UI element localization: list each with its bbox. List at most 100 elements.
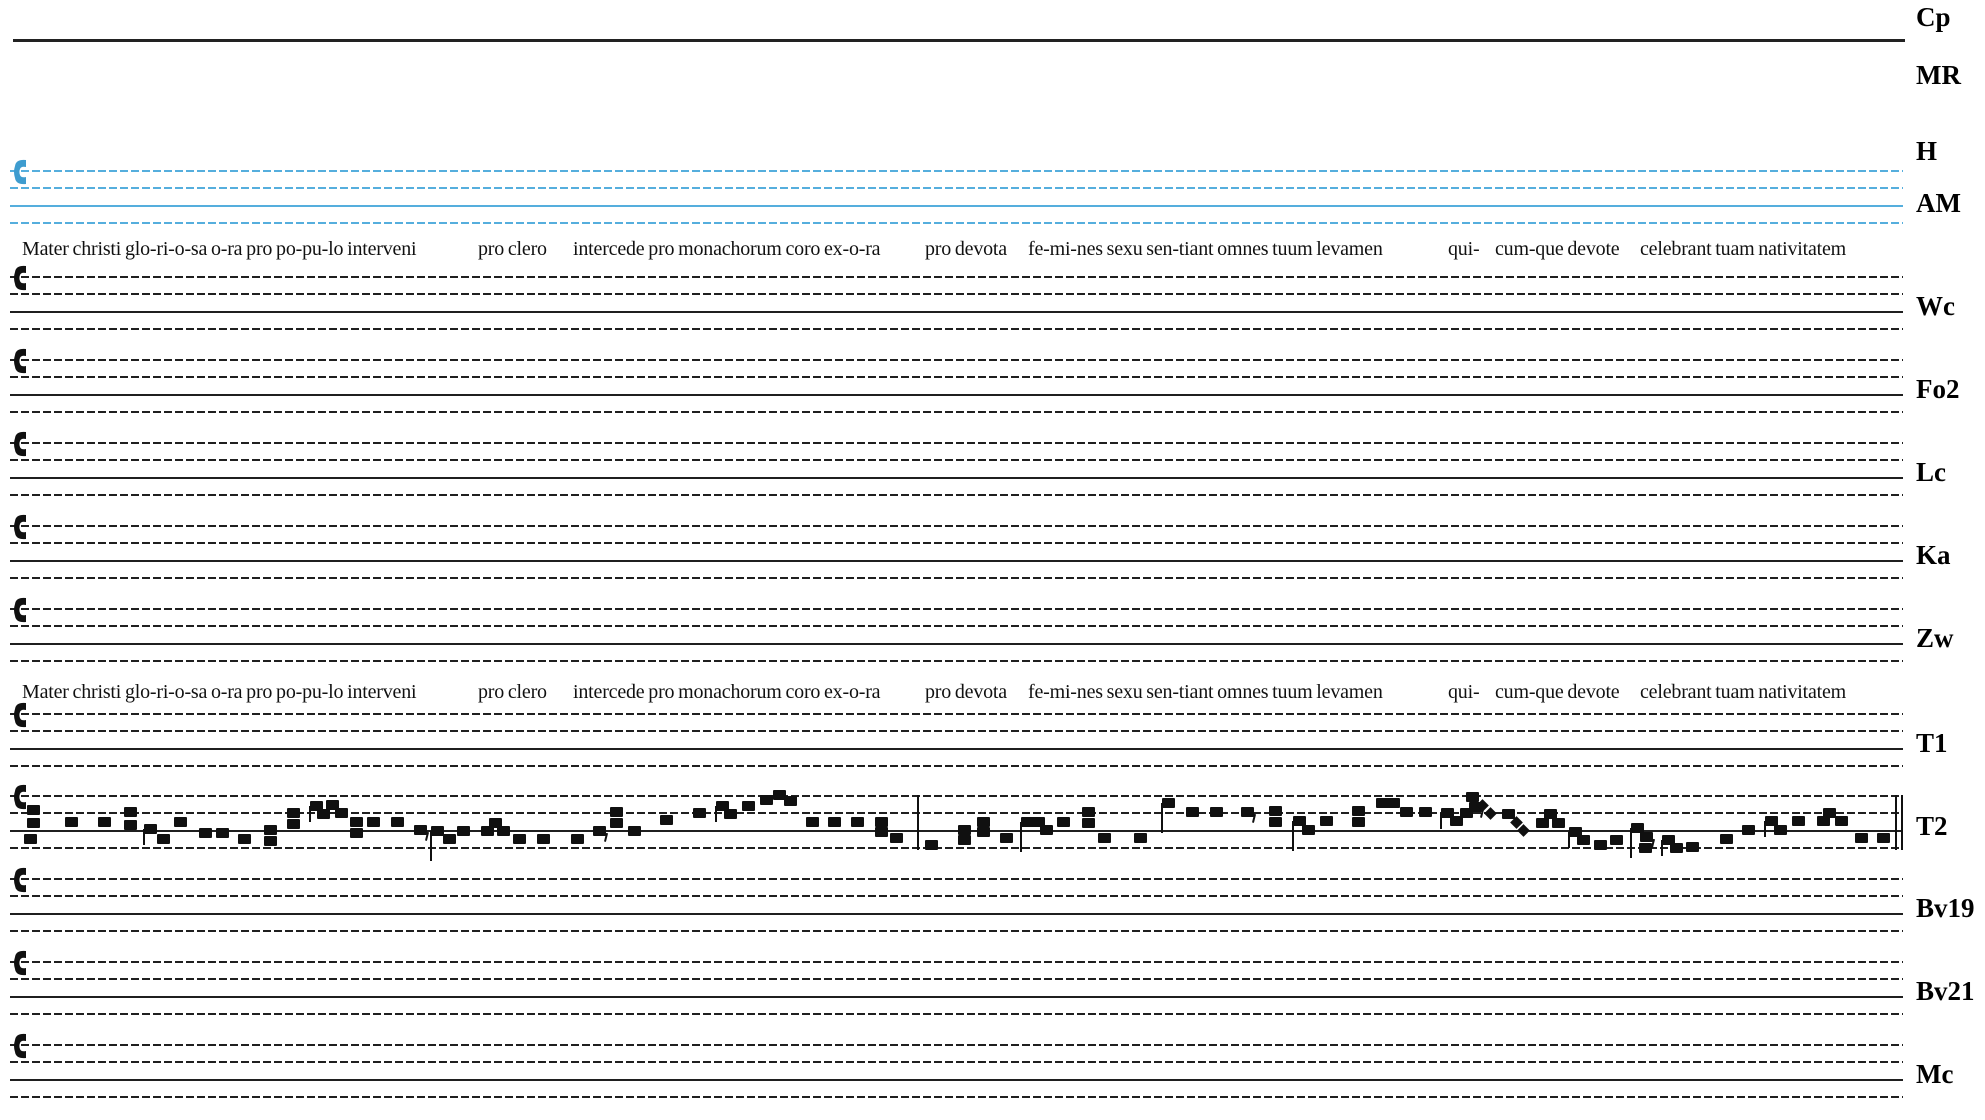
neume-square (1640, 832, 1653, 842)
neume-square (1057, 817, 1070, 827)
staff-line-am (10, 187, 1903, 189)
staff-line-wc (10, 328, 1903, 330)
staff-line-zw (10, 625, 1903, 627)
staff-line-bv21 (10, 1013, 1903, 1015)
neume-square (1742, 825, 1755, 835)
staff-line-lc (10, 477, 1903, 479)
neume-square (1162, 798, 1175, 808)
neume-square (264, 836, 277, 846)
neume-square (977, 817, 990, 827)
neume-square (716, 801, 729, 811)
neume-square (144, 824, 157, 834)
lyric-row1-seg6: qui- (1448, 238, 1480, 260)
staff-line-zw (10, 660, 1903, 662)
staff-line-lc (10, 494, 1903, 496)
neume-square (610, 807, 623, 817)
neume-square (1552, 818, 1565, 828)
lyric-row1-seg4: pro devota (925, 238, 1007, 260)
neume-square (1241, 807, 1254, 817)
neume-square (27, 818, 40, 828)
neume-liquescent-tail (603, 832, 609, 843)
neume-square (157, 834, 170, 844)
neume-liquescent-tail (424, 831, 430, 842)
staff-line-t1 (10, 730, 1903, 732)
neume-square (124, 820, 137, 830)
neume-square (1577, 835, 1590, 845)
neume-square (1269, 806, 1282, 816)
lyric-row2-seg1: Mater christi glo-ri-o-sa o-ra pro po-pu… (22, 681, 417, 703)
note-stem (430, 831, 432, 861)
neume-square (1544, 809, 1557, 819)
neume-square (875, 817, 888, 827)
neume-square (264, 825, 277, 835)
neume-square (1460, 808, 1473, 818)
neume-square (1877, 833, 1890, 843)
note-stem (1292, 821, 1294, 851)
staff-line-bv21 (10, 978, 1903, 980)
neume-square (199, 828, 212, 838)
barline (1901, 795, 1903, 850)
staff-line-fo2 (10, 411, 1903, 413)
c-clef-icon (14, 702, 26, 728)
staff-line-t2 (10, 795, 1903, 797)
staff-line-ka (10, 577, 1903, 579)
neume-square (287, 808, 300, 818)
c-clef-icon (14, 159, 26, 185)
neume-square (1210, 807, 1223, 817)
neume-diamond (1484, 807, 1497, 820)
staff-line-lc (10, 459, 1903, 461)
staff-line-bv19 (10, 913, 1903, 915)
neume-square (1320, 816, 1333, 826)
c-clef-icon (14, 784, 26, 810)
neume-square (610, 818, 623, 828)
lyric-row2-seg4: pro devota (925, 681, 1007, 703)
staff-line-wc (10, 276, 1903, 278)
neume-square (1720, 834, 1733, 844)
note-stem (1661, 840, 1663, 856)
lyric-row1-seg7: cum-que devote (1495, 238, 1620, 260)
c-clef-icon (14, 867, 26, 893)
lyric-row1-seg3: intercede pro monachorum coro ex-o-ra (573, 238, 881, 260)
neume-square (1610, 835, 1623, 845)
neume-square (317, 809, 330, 819)
staff-line-fo2 (10, 376, 1903, 378)
lyric-row2-seg6: qui- (1448, 681, 1480, 703)
note-stem (309, 806, 311, 822)
neume-square (24, 834, 37, 844)
neume-square (1670, 843, 1683, 853)
neume-square (124, 807, 137, 817)
neume-square (414, 825, 427, 835)
neume-square (773, 790, 786, 800)
neume-square (1765, 816, 1778, 826)
neume-square (1302, 825, 1315, 835)
staff-line-mc (10, 1079, 1903, 1081)
note-stem (715, 806, 717, 822)
staff-line-fo2 (10, 394, 1903, 396)
staff-line-t1 (10, 713, 1903, 715)
row-label-bv19: Bv19 (1916, 893, 1975, 923)
neume-square (1082, 807, 1095, 817)
neume-square (724, 809, 737, 819)
row-label-ka: Ka (1916, 540, 1951, 570)
note-stem (1568, 832, 1570, 848)
neume-square (1817, 816, 1830, 826)
neume-square (977, 827, 990, 837)
staff-line-mc (10, 1061, 1903, 1063)
neume-square (489, 818, 502, 828)
lyric-row2-seg8: celebrant tuam nativitatem (1640, 681, 1847, 703)
neume-square (1469, 802, 1482, 812)
neume-square (367, 817, 380, 827)
c-clef-icon (14, 597, 26, 623)
neume-square (1419, 807, 1432, 817)
lyric-row1-seg2: pro clero (478, 238, 547, 260)
neume-square (1082, 818, 1095, 828)
neume-square (174, 817, 187, 827)
staff-line-bv19 (10, 895, 1903, 897)
neume-square (443, 834, 456, 844)
c-clef-icon (14, 514, 26, 540)
c-clef-icon (14, 950, 26, 976)
neume-square (98, 817, 111, 827)
neume-square (65, 817, 78, 827)
lyric-row1-seg1: Mater christi glo-ri-o-sa o-ra pro po-pu… (22, 238, 417, 260)
neume-square (1186, 807, 1199, 817)
